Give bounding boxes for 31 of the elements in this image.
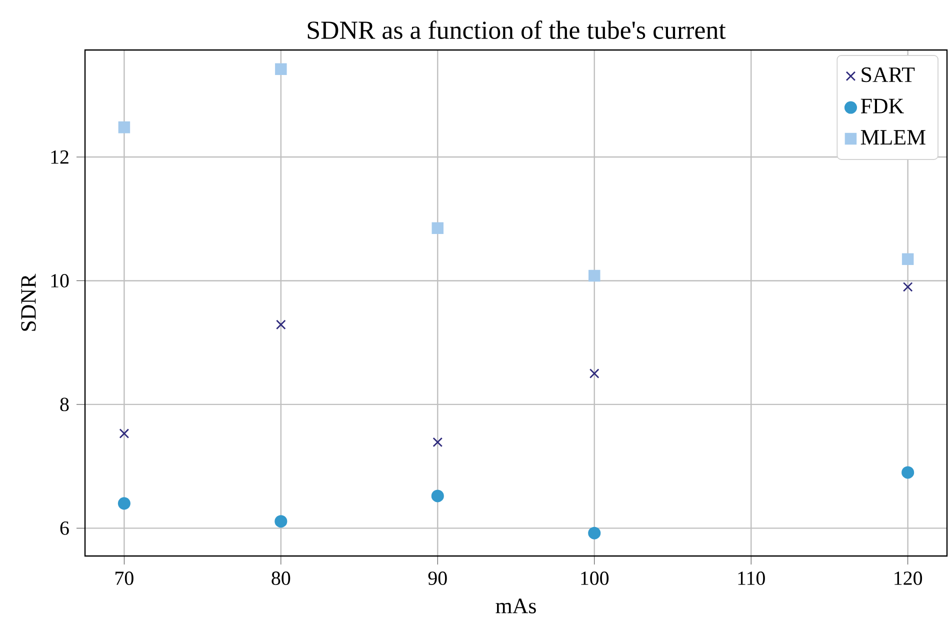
point <box>118 121 130 134</box>
point <box>902 282 913 292</box>
x-tick-label: 120 <box>894 572 922 585</box>
point <box>902 253 914 265</box>
chart-title: SDNR as a function of the tube's current <box>308 20 726 39</box>
point <box>432 437 443 448</box>
point <box>432 222 444 234</box>
y-tick-label: 12 <box>51 150 68 164</box>
point <box>902 466 914 479</box>
point <box>588 270 600 282</box>
point <box>431 490 444 502</box>
point <box>274 515 288 528</box>
point <box>589 368 600 378</box>
x-tick-label: 90 <box>428 572 447 585</box>
point <box>118 497 130 510</box>
legend-label: FDK <box>860 98 904 114</box>
y-axis-title: SDNR <box>21 274 36 331</box>
y-tick-label: 10 <box>51 274 69 288</box>
point <box>275 63 287 76</box>
x-tick-label: 80 <box>272 572 290 585</box>
x-tick-label: 110 <box>738 572 765 585</box>
point <box>276 320 286 330</box>
x-tick-label: 70 <box>116 572 134 585</box>
y-tick-label: 8 <box>60 398 69 412</box>
y-tick-label: 6 <box>60 521 69 535</box>
x-tick-label: 100 <box>581 572 609 585</box>
legend-label: MLEM <box>860 130 926 144</box>
x-axis-title: mAs <box>496 598 536 614</box>
point <box>588 526 601 540</box>
legend-label: SART <box>862 67 915 82</box>
point <box>119 428 130 438</box>
